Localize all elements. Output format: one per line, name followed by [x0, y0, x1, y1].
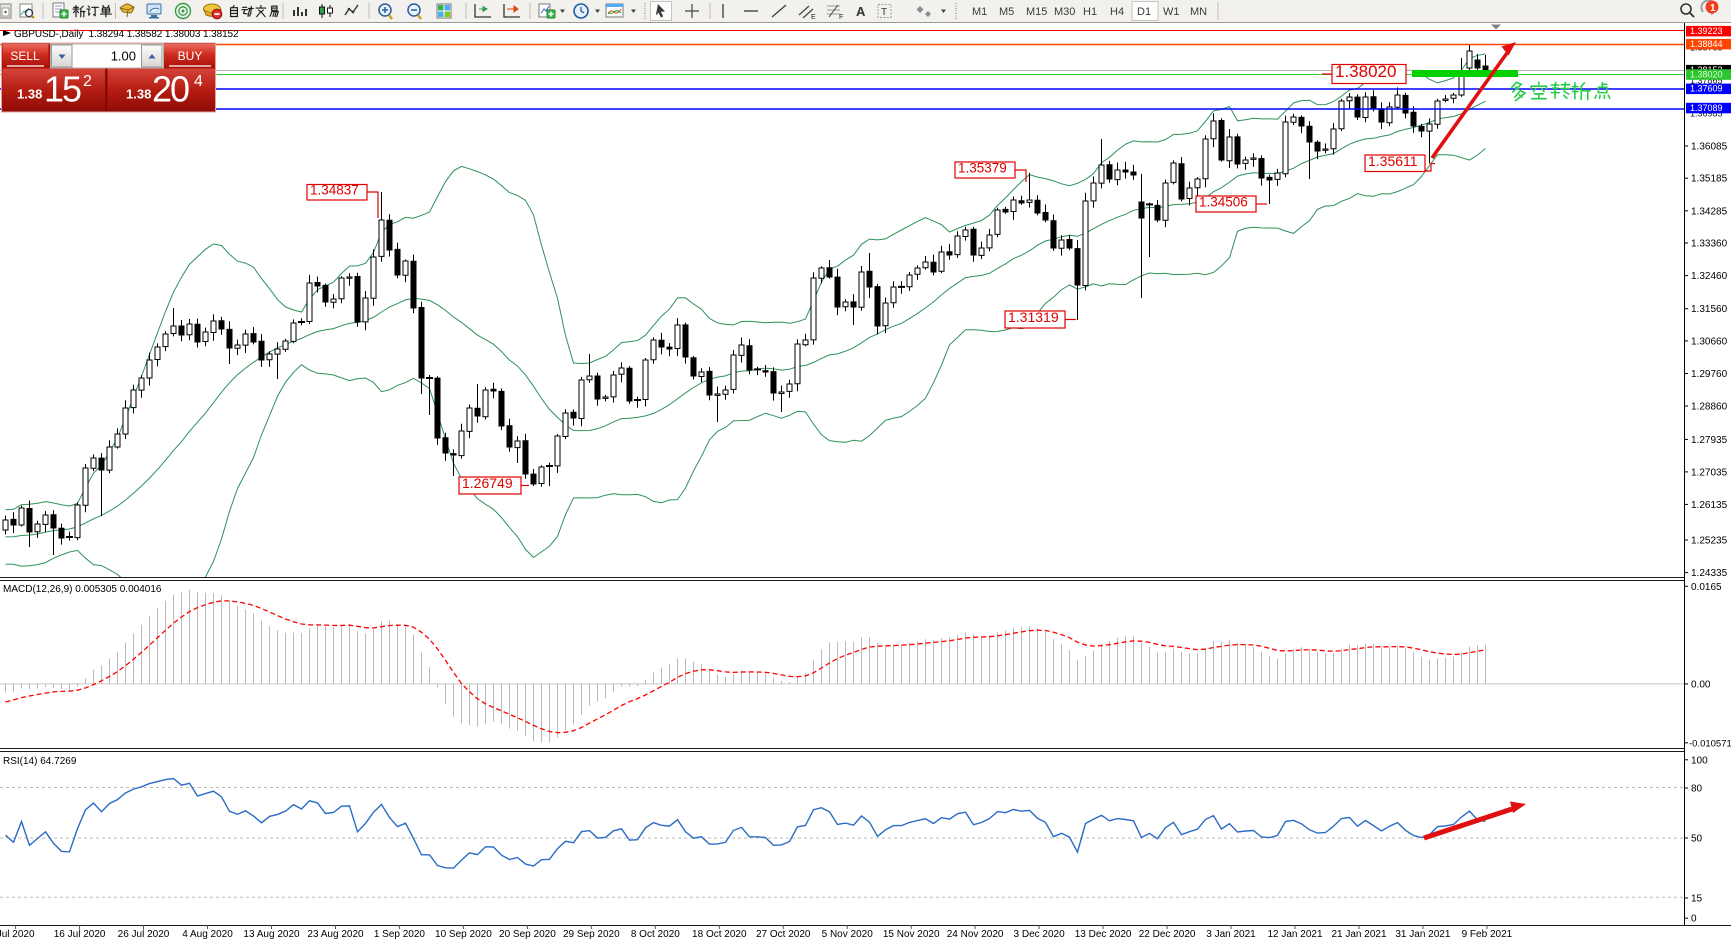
svg-text:1.37609: 1.37609 — [1690, 84, 1723, 94]
svg-text:1.38844: 1.38844 — [1690, 39, 1723, 49]
svg-text:E: E — [811, 14, 816, 21]
svg-text:12 Jan 2021: 12 Jan 2021 — [1267, 929, 1322, 940]
svg-text:1.38: 1.38 — [126, 87, 151, 102]
svg-text:1.24335: 1.24335 — [1691, 568, 1728, 579]
svg-text:A: A — [856, 4, 866, 19]
svg-text:1.37865: 1.37865 — [1690, 75, 1723, 85]
svg-text:4: 4 — [194, 73, 203, 90]
svg-text:1.34837: 1.34837 — [310, 183, 359, 198]
svg-text:D1: D1 — [1137, 6, 1151, 18]
svg-text:GBPUSD-,Daily 1.38294 1.38582: GBPUSD-,Daily 1.38294 1.38582 1.38003 1.… — [14, 29, 239, 40]
svg-text:100: 100 — [1691, 755, 1708, 766]
svg-text:H4: H4 — [1110, 6, 1124, 18]
svg-text:1.37089: 1.37089 — [1690, 103, 1723, 113]
svg-text:M1: M1 — [972, 6, 987, 18]
svg-text:1.32460: 1.32460 — [1691, 271, 1728, 282]
svg-text:BUY: BUY — [178, 49, 203, 63]
svg-text:1.28860: 1.28860 — [1691, 402, 1728, 413]
svg-text:29 Sep 2020: 29 Sep 2020 — [563, 929, 620, 940]
svg-text:1.38020: 1.38020 — [1335, 62, 1396, 81]
svg-text:31 Jan 2021: 31 Jan 2021 — [1395, 929, 1450, 940]
svg-text:SELL: SELL — [10, 49, 40, 63]
svg-text:13 Aug 2020: 13 Aug 2020 — [243, 929, 300, 940]
svg-text:15 Nov 2020: 15 Nov 2020 — [883, 929, 940, 940]
svg-text:21 Jan 2021: 21 Jan 2021 — [1331, 929, 1386, 940]
svg-text:1.34506: 1.34506 — [1199, 195, 1248, 210]
svg-text:13 Dec 2020: 13 Dec 2020 — [1075, 929, 1132, 940]
svg-text:50: 50 — [1691, 834, 1703, 845]
svg-text:MACD(12,26,9) 0.005305 0.00401: MACD(12,26,9) 0.005305 0.004016 — [3, 584, 162, 595]
svg-text:2: 2 — [83, 73, 92, 90]
svg-text:3 Dec 2020: 3 Dec 2020 — [1014, 929, 1066, 940]
svg-text:9 Feb 2021: 9 Feb 2021 — [1462, 929, 1513, 940]
svg-text:RSI(14) 64.7269: RSI(14) 64.7269 — [3, 756, 77, 767]
svg-text:H1: H1 — [1083, 6, 1097, 18]
svg-text:15: 15 — [44, 69, 81, 110]
svg-text:0.00: 0.00 — [1691, 679, 1711, 690]
svg-text:T: T — [881, 7, 887, 18]
svg-text:1.35611: 1.35611 — [1368, 153, 1418, 169]
svg-text:26 Jul 2020: 26 Jul 2020 — [118, 929, 170, 940]
svg-text:1.31319: 1.31319 — [1008, 309, 1059, 325]
svg-text:22 Dec 2020: 22 Dec 2020 — [1139, 929, 1196, 940]
svg-text:M15: M15 — [1026, 6, 1047, 18]
svg-text:1.39223: 1.39223 — [1690, 26, 1723, 36]
svg-text:1.26135: 1.26135 — [1691, 500, 1728, 511]
svg-text:1.34285: 1.34285 — [1691, 206, 1728, 217]
svg-text:20: 20 — [152, 69, 189, 110]
svg-text:0: 0 — [1691, 914, 1697, 925]
svg-text:16 Jul 2020: 16 Jul 2020 — [54, 929, 106, 940]
svg-text:M5: M5 — [999, 6, 1014, 18]
svg-text:1 Sep 2020: 1 Sep 2020 — [374, 929, 426, 940]
svg-text:1.36985: 1.36985 — [1690, 109, 1723, 119]
svg-text:Jul 2020: Jul 2020 — [0, 929, 35, 940]
svg-text:27 Oct 2020: 27 Oct 2020 — [756, 929, 811, 940]
svg-text:23 Aug 2020: 23 Aug 2020 — [307, 929, 364, 940]
svg-text:80: 80 — [1691, 784, 1703, 795]
svg-text:1.29760: 1.29760 — [1691, 369, 1728, 380]
svg-text:0.0165: 0.0165 — [1691, 582, 1722, 593]
svg-text:1.38020: 1.38020 — [1690, 69, 1723, 79]
svg-text:20 Sep 2020: 20 Sep 2020 — [499, 929, 556, 940]
svg-text:3 Jan 2021: 3 Jan 2021 — [1206, 929, 1256, 940]
svg-text:1.00: 1.00 — [111, 49, 136, 64]
svg-text:F: F — [839, 14, 843, 21]
svg-text:1.30660: 1.30660 — [1691, 336, 1728, 347]
svg-text:24 Nov 2020: 24 Nov 2020 — [947, 929, 1004, 940]
svg-text:-0.010571: -0.010571 — [1689, 738, 1731, 749]
svg-text:1.33360: 1.33360 — [1691, 239, 1728, 250]
svg-text:5 Nov 2020: 5 Nov 2020 — [822, 929, 874, 940]
svg-text:1.36085: 1.36085 — [1691, 142, 1728, 153]
svg-text:18 Oct 2020: 18 Oct 2020 — [692, 929, 747, 940]
svg-text:15: 15 — [1691, 894, 1703, 905]
svg-text:1: 1 — [1710, 3, 1716, 14]
svg-text:1.27935: 1.27935 — [1691, 435, 1728, 446]
svg-text:MN: MN — [1190, 6, 1207, 18]
svg-text:M30: M30 — [1054, 6, 1075, 18]
svg-text:10 Sep 2020: 10 Sep 2020 — [435, 929, 492, 940]
svg-text:4 Aug 2020: 4 Aug 2020 — [182, 929, 233, 940]
svg-text:1.26749: 1.26749 — [462, 475, 513, 491]
svg-text:W1: W1 — [1163, 6, 1180, 18]
svg-text:1.35379: 1.35379 — [958, 161, 1007, 176]
svg-text:1.35185: 1.35185 — [1691, 174, 1728, 185]
svg-text:1.27035: 1.27035 — [1691, 467, 1728, 478]
svg-text:1.31560: 1.31560 — [1691, 304, 1728, 315]
svg-text:8 Oct 2020: 8 Oct 2020 — [631, 929, 680, 940]
svg-text:1.25235: 1.25235 — [1691, 536, 1728, 547]
svg-text:1.38: 1.38 — [17, 87, 42, 102]
